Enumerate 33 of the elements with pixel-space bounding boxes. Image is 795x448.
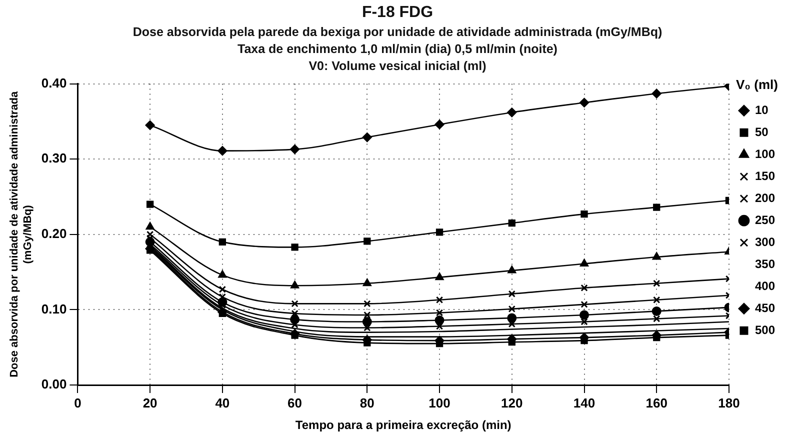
x-tick-label: 160: [646, 395, 668, 410]
x-tick-label: 80: [360, 395, 374, 410]
legend-label: 50: [754, 124, 769, 139]
legend-label: 200: [754, 190, 776, 205]
x-tick-label: 120: [501, 395, 523, 410]
legend-label: 500: [754, 322, 776, 337]
x-tick-label: 40: [215, 395, 230, 410]
text: 400: [754, 278, 776, 293]
legend-title: V₀ (ml): [736, 77, 778, 92]
x-axis-title: Tempo para a primeira excreção (min): [295, 418, 512, 432]
legend-label: 10: [754, 102, 769, 117]
x-tick-label: 140: [573, 395, 596, 410]
legend-label: 250: [754, 212, 776, 227]
y-tick-label: 0.10: [41, 301, 67, 316]
legend-label: 150: [754, 168, 776, 183]
y-tick-label: 0.40: [41, 75, 67, 90]
text: V0: Volume vesical inicial (ml): [308, 59, 488, 73]
x-tick-label: 20: [142, 395, 158, 410]
x-tick-label: 60: [288, 395, 302, 410]
y-tick-label: 0.20: [41, 226, 67, 241]
legend-label: 300: [754, 234, 776, 249]
x-tick-label: 100: [428, 395, 450, 410]
legend-label: 100: [754, 146, 776, 161]
legend-label: 450: [754, 300, 776, 315]
y-tick-label: 0.00: [41, 376, 67, 392]
chart-title: F-18 FDG: [360, 4, 434, 22]
x-tick-label: 180: [718, 395, 740, 410]
y-axis-title: Dose absorvida por unidade de atividade administrada (mGy/MBq): [8, 90, 34, 378]
x-tick-label: 0: [74, 395, 82, 410]
y-tick-label: 0.30: [41, 150, 67, 166]
chart-subtitle: Dose absorvida pela parede da bexiga por unidade de atividade administrada (mGy/MBq): [132, 25, 664, 39]
text: Taxa de enchimento 1,0 ml/min (dia) 0,5 ml/min (noite): [236, 42, 558, 56]
text: 350: [754, 256, 776, 271]
